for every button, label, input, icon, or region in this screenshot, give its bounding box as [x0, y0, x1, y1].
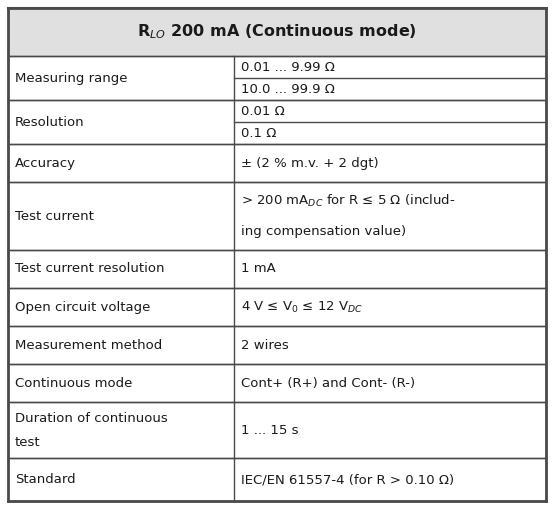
Bar [234, 182, 546, 250]
Bar [234, 458, 546, 501]
Text: Continuous mode: Continuous mode [15, 377, 132, 390]
Bar [234, 78, 546, 100]
Bar [8, 403, 234, 458]
Text: > 200 mA$_{DC}$ for R ≤ 5 Ω (includ-: > 200 mA$_{DC}$ for R ≤ 5 Ω (includ- [241, 192, 455, 209]
Bar [8, 182, 234, 250]
Text: 1 ... 15 s: 1 ... 15 s [241, 424, 299, 437]
Text: Measuring range: Measuring range [15, 72, 127, 84]
Text: Open circuit voltage: Open circuit voltage [15, 300, 150, 314]
Text: 0.01 ... 9.99 Ω: 0.01 ... 9.99 Ω [241, 61, 335, 74]
Bar [234, 56, 546, 78]
Bar [234, 122, 546, 144]
Text: 0.1 Ω: 0.1 Ω [241, 127, 276, 139]
Bar [234, 403, 546, 458]
Text: Duration of continuous: Duration of continuous [15, 411, 168, 425]
Text: Cont+ (R+) and Cont- (R-): Cont+ (R+) and Cont- (R-) [241, 377, 415, 390]
Text: 10.0 ... 99.9 Ω: 10.0 ... 99.9 Ω [241, 82, 335, 96]
Bar [8, 100, 234, 144]
Text: Test current: Test current [15, 210, 94, 222]
Bar [8, 56, 234, 100]
Text: Standard: Standard [15, 473, 76, 486]
Bar [8, 144, 234, 182]
Text: ± (2 % m.v. + 2 dgt): ± (2 % m.v. + 2 dgt) [241, 157, 378, 169]
Bar [234, 144, 546, 182]
Bar [8, 458, 234, 501]
Text: R$_{LO}$ 200 mA (Continuous mode): R$_{LO}$ 200 mA (Continuous mode) [137, 23, 417, 41]
Bar [234, 100, 546, 122]
Bar [8, 288, 234, 326]
Bar [234, 326, 546, 364]
Bar [8, 326, 234, 364]
Text: ing compensation value): ing compensation value) [241, 225, 406, 238]
Bar [8, 364, 234, 403]
Text: 0.01 Ω: 0.01 Ω [241, 105, 285, 118]
Text: Accuracy: Accuracy [15, 157, 76, 169]
Text: 1 mA: 1 mA [241, 262, 276, 275]
Text: 4 V ≤ V$_{0}$ ≤ 12 V$_{DC}$: 4 V ≤ V$_{0}$ ≤ 12 V$_{DC}$ [241, 299, 363, 315]
Text: Resolution: Resolution [15, 116, 85, 129]
Bar [234, 288, 546, 326]
Text: test: test [15, 436, 40, 449]
Text: Measurement method: Measurement method [15, 338, 162, 352]
Bar [234, 250, 546, 288]
Text: 2 wires: 2 wires [241, 338, 289, 352]
Bar [234, 364, 546, 403]
Bar [8, 8, 546, 56]
Bar [8, 250, 234, 288]
Text: IEC/EN 61557-4 (for R > 0.10 Ω): IEC/EN 61557-4 (for R > 0.10 Ω) [241, 473, 454, 486]
Text: Test current resolution: Test current resolution [15, 262, 165, 275]
